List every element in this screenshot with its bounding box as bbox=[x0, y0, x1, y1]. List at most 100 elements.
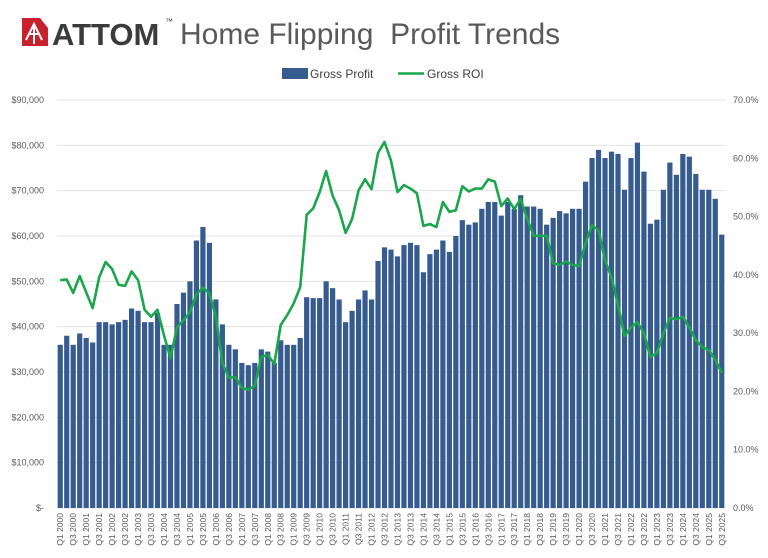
gross-profit-bar bbox=[323, 281, 329, 508]
gross-profit-bar bbox=[414, 245, 420, 509]
gross-profit-bar bbox=[64, 335, 70, 508]
x-tick-label: Q1 2017 bbox=[496, 513, 506, 546]
gross-profit-bar bbox=[595, 149, 602, 508]
gross-profit-bar bbox=[557, 211, 563, 509]
x-tick-label: Q1 2018 bbox=[522, 513, 532, 546]
gross-profit-bar bbox=[621, 189, 628, 508]
x-tick-label: Q1 2002 bbox=[107, 513, 117, 546]
x-tick-label: Q3 2020 bbox=[587, 513, 597, 546]
x-tick-label: Q3 2006 bbox=[224, 513, 234, 546]
gross-profit-bar bbox=[161, 344, 167, 508]
gross-profit-bar bbox=[343, 322, 349, 508]
x-tick-label: Q1 2001 bbox=[81, 513, 91, 546]
x-tick-label: Q3 2014 bbox=[431, 513, 441, 546]
gross-profit-bar bbox=[401, 245, 407, 509]
x-tick-label: Q1 2000 bbox=[55, 513, 65, 546]
gross-profit-bar bbox=[122, 319, 128, 508]
gross-roi-line bbox=[60, 140, 723, 392]
gross-profit-bar bbox=[531, 206, 537, 509]
right-tick-label: 40.0% bbox=[733, 270, 759, 280]
x-tick-label: Q3 2017 bbox=[509, 513, 519, 546]
x-tick-label: Q3 2009 bbox=[302, 513, 312, 546]
gross-profit-bar bbox=[537, 208, 543, 509]
gross-profit-bar bbox=[109, 324, 115, 508]
gross-profit-bar bbox=[317, 298, 323, 508]
right-tick-label: 10.0% bbox=[733, 445, 759, 455]
right-tick-label: 60.0% bbox=[733, 153, 759, 163]
gross-profit-bar bbox=[615, 153, 621, 509]
gross-profit-bar bbox=[70, 344, 76, 508]
gross-profit-bar bbox=[271, 362, 277, 508]
x-tick-label: Q3 2021 bbox=[613, 513, 623, 546]
x-tick-label: Q1 2024 bbox=[678, 513, 688, 546]
x-tick-label: Q1 2025 bbox=[704, 513, 714, 546]
right-tick-label: 70.0% bbox=[733, 95, 759, 105]
gross-profit-bar bbox=[699, 189, 705, 508]
gross-profit-bar bbox=[576, 208, 582, 509]
right-tick-label: 20.0% bbox=[733, 386, 759, 396]
x-tick-label: Q3 2018 bbox=[535, 513, 545, 546]
gross-profit-bar bbox=[200, 226, 206, 508]
chart-title: Home Flipping Profit Trends bbox=[180, 18, 560, 51]
gross-profit-bar bbox=[563, 213, 569, 509]
x-tick-label: Q3 2010 bbox=[328, 513, 338, 546]
gross-profit-bar bbox=[628, 158, 634, 508]
left-tick-label: $- bbox=[36, 503, 44, 513]
x-tick-label: Q3 2024 bbox=[691, 513, 701, 546]
gross-profit-bar bbox=[505, 202, 511, 508]
x-tick-label: Q3 2025 bbox=[717, 513, 727, 546]
gross-profit-bar bbox=[680, 153, 686, 509]
x-tick-label: Q1 2003 bbox=[133, 513, 143, 546]
gross-profit-bar bbox=[647, 223, 654, 508]
gross-profit-bar bbox=[407, 242, 414, 509]
x-tick-label: Q1 2005 bbox=[185, 513, 195, 546]
gross-profit-bar bbox=[96, 322, 102, 508]
gross-profit-bar bbox=[446, 251, 452, 508]
x-tick-label: Q3 2008 bbox=[276, 513, 286, 546]
gross-profit-bar bbox=[608, 151, 615, 508]
right-axis-ticks: 0.0% 10.0% 20.0% 30.0% 40.0% 50.0% 60.0% 70.0% bbox=[733, 95, 759, 513]
gross-profit-bar bbox=[284, 344, 290, 508]
gross-profit-bar bbox=[654, 219, 660, 508]
x-tick-label: Q3 2023 bbox=[665, 513, 675, 546]
gross-profit-bar bbox=[485, 202, 491, 508]
gross-profit-bar bbox=[291, 344, 297, 508]
gross-profit-bar bbox=[459, 220, 465, 508]
gross-profit-bar bbox=[349, 310, 355, 508]
gross-profit-bar bbox=[180, 292, 187, 508]
x-tick-label: Q3 2004 bbox=[172, 513, 182, 546]
x-tick-label: Q1 2007 bbox=[237, 513, 247, 546]
gross-profit-bar bbox=[544, 224, 550, 508]
gross-profit-bar bbox=[103, 322, 109, 508]
x-tick-label: Q3 2012 bbox=[380, 513, 390, 546]
gross-profit-bar bbox=[686, 156, 692, 508]
gross-profit-bar bbox=[90, 342, 96, 508]
gross-profit-bar bbox=[375, 260, 381, 508]
gross-profit-bar bbox=[297, 338, 303, 508]
gross-profit-bar bbox=[239, 362, 245, 508]
x-tick-label: Q1 2008 bbox=[263, 513, 273, 546]
x-tick-label: Q1 2006 bbox=[211, 513, 221, 546]
x-axis-ticks: Q1 2000 Q3 2000 Q1 2001 Q3 2001 Q1 2002 Q3 20… bbox=[55, 513, 727, 546]
x-tick-label: Q3 2015 bbox=[457, 513, 467, 546]
gross-profit-bar bbox=[232, 349, 238, 508]
gross-profit-bar bbox=[498, 215, 504, 508]
gross-profit-bar bbox=[569, 208, 576, 509]
gross-profit-bar bbox=[116, 322, 122, 508]
gross-profit-bar bbox=[148, 322, 154, 508]
left-tick-label: $30,000 bbox=[11, 367, 44, 377]
left-tick-label: $50,000 bbox=[11, 276, 44, 286]
legend: Gross Profit Gross ROI bbox=[282, 67, 484, 81]
x-tick-label: Q1 2013 bbox=[392, 513, 402, 546]
left-tick-label: $20,000 bbox=[11, 412, 44, 422]
right-tick-label: 0.0% bbox=[733, 503, 754, 513]
x-tick-label: Q1 2011 bbox=[341, 513, 351, 545]
gross-profit-bar bbox=[336, 299, 342, 508]
gross-profit-bar bbox=[258, 349, 264, 508]
gross-profit-bar bbox=[135, 310, 141, 508]
gross-profit-bar bbox=[330, 288, 336, 508]
x-tick-label: Q1 2022 bbox=[626, 513, 636, 546]
gross-profit-bars bbox=[57, 142, 725, 509]
gross-profit-bar bbox=[466, 224, 472, 508]
